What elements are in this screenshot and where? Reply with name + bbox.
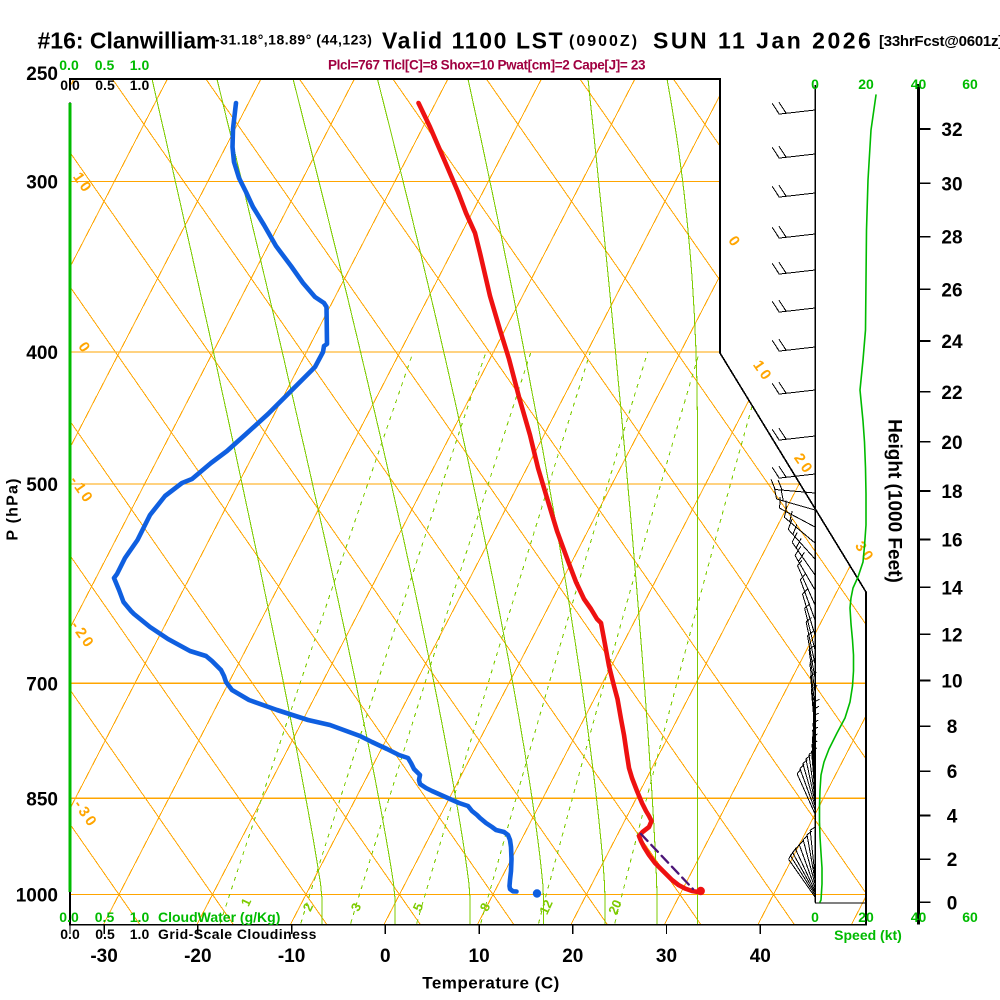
svg-text:(0900Z): (0900Z) bbox=[569, 33, 639, 50]
svg-text:400: 400 bbox=[26, 343, 58, 364]
svg-text:20: 20 bbox=[605, 897, 625, 916]
svg-text:0.5: 0.5 bbox=[95, 926, 115, 942]
svg-text:0.0: 0.0 bbox=[59, 909, 79, 925]
svg-text:-30: -30 bbox=[90, 946, 117, 967]
svg-text:4: 4 bbox=[947, 807, 958, 828]
svg-text:40: 40 bbox=[750, 946, 771, 967]
svg-text:-31.18°,18.89° (44,123): -31.18°,18.89° (44,123) bbox=[215, 32, 372, 48]
svg-text:20: 20 bbox=[562, 946, 583, 967]
svg-text:1.0: 1.0 bbox=[130, 909, 150, 925]
svg-text:Grid-Scale Cloudiness: Grid-Scale Cloudiness bbox=[158, 926, 317, 942]
svg-text:700: 700 bbox=[26, 674, 58, 695]
svg-text:18: 18 bbox=[941, 482, 962, 503]
svg-text:14: 14 bbox=[941, 578, 963, 599]
svg-text:1.0: 1.0 bbox=[130, 926, 150, 942]
svg-text:P (hPa): P (hPa) bbox=[5, 477, 22, 540]
svg-text:24: 24 bbox=[941, 332, 963, 353]
svg-text:500: 500 bbox=[26, 475, 58, 496]
svg-text:32: 32 bbox=[941, 120, 962, 141]
svg-text:12: 12 bbox=[536, 897, 556, 916]
svg-text:10: 10 bbox=[469, 946, 490, 967]
svg-text:850: 850 bbox=[26, 789, 58, 810]
svg-text:0.5: 0.5 bbox=[95, 909, 115, 925]
svg-text:300: 300 bbox=[26, 173, 58, 194]
svg-text:0.0: 0.0 bbox=[59, 57, 79, 73]
svg-text:40: 40 bbox=[911, 76, 927, 92]
svg-text:#16: Clanwilliam: #16: Clanwilliam bbox=[38, 28, 217, 54]
svg-text:[33hrFcst@0601z]: [33hrFcst@0601z] bbox=[879, 33, 1000, 50]
svg-text:Speed (kt): Speed (kt) bbox=[834, 927, 902, 943]
svg-text:0.5: 0.5 bbox=[95, 77, 115, 93]
svg-text:10: 10 bbox=[941, 672, 962, 693]
svg-text:30: 30 bbox=[941, 174, 962, 195]
svg-text:28: 28 bbox=[941, 228, 962, 249]
svg-text:20: 20 bbox=[941, 433, 962, 454]
svg-text:16: 16 bbox=[941, 531, 962, 552]
svg-text:SUN 11 Jan 2026: SUN 11 Jan 2026 bbox=[653, 28, 873, 54]
svg-text:-10: -10 bbox=[278, 946, 305, 967]
svg-text:26: 26 bbox=[941, 280, 962, 301]
svg-text:0: 0 bbox=[811, 909, 819, 925]
svg-text:Valid 1100 LST: Valid 1100 LST bbox=[382, 28, 564, 54]
svg-text:0.0: 0.0 bbox=[60, 77, 80, 93]
svg-text:Temperature (C): Temperature (C) bbox=[422, 974, 560, 993]
svg-text:0: 0 bbox=[380, 946, 391, 967]
svg-text:40: 40 bbox=[911, 909, 927, 925]
svg-text:0: 0 bbox=[947, 893, 958, 914]
svg-text:60: 60 bbox=[962, 76, 978, 92]
svg-text:12: 12 bbox=[941, 625, 962, 646]
svg-text:60: 60 bbox=[962, 909, 978, 925]
svg-text:CloudWater (g/Kg): CloudWater (g/Kg) bbox=[158, 909, 280, 925]
svg-text:1.0: 1.0 bbox=[130, 77, 150, 93]
svg-text:0.0: 0.0 bbox=[60, 926, 80, 942]
svg-text:22: 22 bbox=[941, 383, 962, 404]
svg-text:-20: -20 bbox=[184, 946, 211, 967]
svg-text:250: 250 bbox=[26, 64, 58, 85]
svg-text:20: 20 bbox=[858, 909, 874, 925]
svg-text:30: 30 bbox=[656, 946, 677, 967]
svg-text:Height (1000 Feet): Height (1000 Feet) bbox=[884, 419, 905, 583]
svg-text:2: 2 bbox=[947, 850, 958, 871]
svg-text:1000: 1000 bbox=[16, 886, 58, 907]
svg-text:1.0: 1.0 bbox=[130, 57, 150, 73]
svg-text:8: 8 bbox=[947, 717, 958, 738]
svg-text:Plcl=767 Tlcl[C]=8 Shox=10 Pwa: Plcl=767 Tlcl[C]=8 Shox=10 Pwat[cm]=2 Ca… bbox=[328, 58, 646, 73]
svg-text:0: 0 bbox=[811, 76, 819, 92]
svg-text:0.5: 0.5 bbox=[95, 57, 115, 73]
svg-text:6: 6 bbox=[947, 762, 958, 783]
svg-text:20: 20 bbox=[858, 76, 874, 92]
